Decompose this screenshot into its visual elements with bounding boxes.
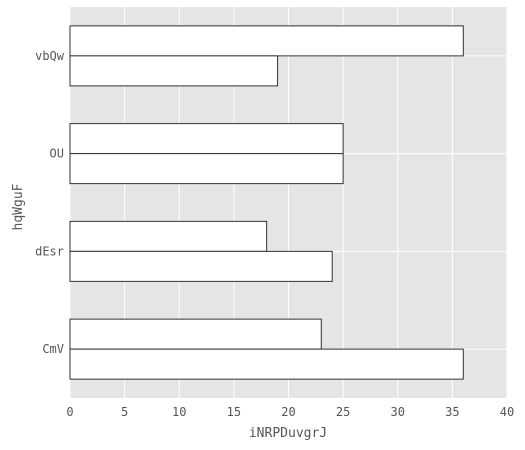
x-tick-label: 40 — [500, 405, 514, 419]
y-tick-label: OU — [50, 147, 64, 161]
bar-dEsr-series-2 — [70, 251, 332, 281]
bar-OU-series-1 — [70, 124, 343, 154]
x-axis-title: iNRPDuvgrJ — [249, 426, 327, 441]
bar-dEsr-series-1 — [70, 221, 267, 251]
x-tick-label: 35 — [445, 405, 459, 419]
y-tick-label: dEsr — [35, 244, 64, 258]
x-tick-label: 30 — [391, 405, 405, 419]
bar-CmV-series-2 — [70, 349, 463, 379]
bar-OU-series-2 — [70, 154, 343, 184]
x-tick-label: 25 — [336, 405, 350, 419]
y-axis-title: hqWguF — [11, 183, 26, 230]
x-tick-label: 10 — [172, 405, 186, 419]
bar-vbQw-series-1 — [70, 26, 463, 56]
bar-CmV-series-1 — [70, 319, 321, 349]
y-tick-label: CmV — [42, 342, 64, 356]
y-tick-label: vbQw — [35, 49, 65, 63]
x-axis-ticks: 0 5 10 15 20 25 30 35 40 — [66, 405, 514, 419]
x-tick-label: 15 — [227, 405, 241, 419]
x-tick-label: 0 — [66, 405, 73, 419]
y-axis-ticks: vbQw OU dEsr CmV — [35, 49, 65, 356]
x-tick-label: 5 — [121, 405, 128, 419]
x-tick-label: 20 — [281, 405, 295, 419]
bar-vbQw-series-2 — [70, 56, 278, 86]
